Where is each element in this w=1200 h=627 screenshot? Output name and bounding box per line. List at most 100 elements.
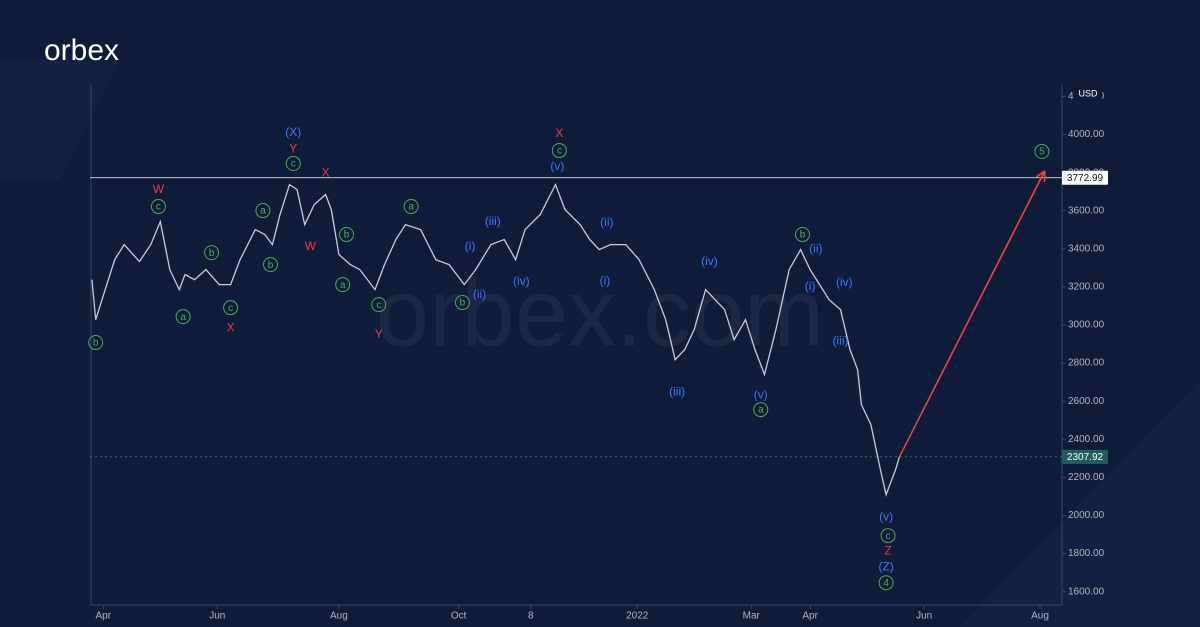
watermark: orbex.com [376, 259, 824, 366]
price-label-box [1062, 170, 1108, 185]
wave-label: c [156, 202, 161, 213]
wave-circle [263, 257, 279, 273]
wave-circle [403, 199, 419, 215]
wave-label: (X) [285, 125, 301, 139]
wave-circle [175, 309, 191, 325]
x-tick-label: Apr [802, 611, 818, 622]
wave-label: b [800, 230, 806, 241]
wave-label: X [227, 320, 235, 334]
logo: orbex [44, 34, 119, 67]
price-label: 2307.92 [1067, 452, 1104, 463]
x-tick-label: Aug [1031, 611, 1049, 622]
wave-circle [371, 297, 387, 313]
y-tick-label: 3000.00 [1068, 320, 1105, 331]
wave-label: (Z) [878, 559, 893, 573]
wave-label: b [268, 260, 274, 271]
wave-label: b [93, 338, 99, 349]
wave-label: (i) [465, 239, 476, 253]
wave-label: b [460, 298, 466, 309]
y-tick-label: 2600.00 [1068, 396, 1105, 407]
wave-label: a [260, 206, 266, 217]
wave-circle [753, 402, 769, 418]
x-tick-label: Jun [209, 611, 225, 622]
wave-label: 4 [883, 578, 889, 589]
wave-label: W [153, 182, 165, 196]
wave-circle [795, 227, 811, 243]
wave-label: (iii) [833, 333, 849, 347]
wave-circle [150, 199, 166, 215]
wave-label: Y [289, 141, 297, 155]
x-tick-label: Aug [330, 611, 348, 622]
x-tick-label: Oct [451, 611, 467, 622]
wave-label: c [228, 303, 233, 314]
wave-label: (ii) [809, 241, 822, 255]
wave-circle [454, 295, 470, 311]
wave-label: (iv) [513, 274, 530, 288]
wave-circle [204, 245, 220, 261]
wave-circle [880, 528, 896, 544]
x-tick-label: 8 [528, 611, 534, 622]
wave-label: (ii) [473, 287, 486, 301]
unit-box [1074, 87, 1102, 101]
wave-label: (v) [754, 387, 768, 401]
wave-label: Z [884, 543, 891, 557]
decoration [0, 60, 120, 180]
x-tick-label: Mar [743, 611, 761, 622]
wave-label: a [340, 280, 346, 291]
wave-label: X [555, 126, 563, 140]
projection-arrow [898, 173, 1043, 458]
y-tick-label: 1800.00 [1068, 548, 1105, 559]
wave-label: (iv) [836, 275, 853, 289]
wave-label: c [291, 159, 296, 170]
price-label-box [1062, 449, 1108, 464]
decoration [960, 380, 1200, 627]
wave-label: a [408, 202, 414, 213]
wave-label: (i) [600, 273, 611, 287]
x-tick-label: Jun [916, 611, 932, 622]
wave-circle [285, 155, 301, 171]
y-tick-label: 3200.00 [1068, 282, 1105, 293]
wave-label: (i) [805, 279, 816, 293]
wave-circle [551, 143, 567, 159]
wave-label: (ii) [600, 215, 613, 229]
y-tick-label: 2200.00 [1068, 472, 1105, 483]
price-label: 3772.99 [1067, 173, 1104, 184]
y-tick-label: 3400.00 [1068, 243, 1105, 254]
wave-label: a [180, 312, 186, 323]
price-line [91, 182, 901, 497]
wave-label: c [557, 146, 562, 157]
wave-circle [878, 575, 894, 591]
y-tick-label: 4000.00 [1068, 129, 1105, 140]
wave-label: W [305, 239, 317, 253]
wave-label: c [376, 300, 381, 311]
x-tick-label: 2022 [626, 611, 649, 622]
wave-circle [88, 335, 104, 351]
wave-circle [223, 300, 239, 316]
wave-label: (v) [879, 509, 893, 523]
wave-circle [255, 203, 271, 219]
wave-label: a [758, 405, 764, 416]
plot: 1600.00 1800.00 2000.00 2200.00 2400.00 2600.… [88, 87, 1108, 622]
y-tick-label: 2400.00 [1068, 434, 1105, 445]
wave-label: (iii) [485, 214, 501, 228]
wave-label: b [344, 230, 350, 241]
x-tick-label: Apr [96, 611, 112, 622]
unit-label: USD [1078, 88, 1098, 98]
y-tick-label: 1600.00 [1068, 586, 1105, 597]
wave-label: (iii) [669, 384, 685, 398]
wave-label: (iv) [701, 254, 718, 268]
wave-label: 5 [1039, 147, 1045, 158]
wave-label: Y [375, 327, 383, 341]
wave-label: b [209, 248, 215, 259]
wave-circle [339, 227, 355, 243]
wave-label: (v) [550, 159, 564, 173]
y-tick-label: 2000.00 [1068, 510, 1105, 521]
wave-circle [1034, 143, 1050, 159]
y-tick-label: 2800.00 [1068, 358, 1105, 369]
wave-circle [335, 277, 351, 293]
wave-label: c [886, 531, 891, 542]
y-tick-label: 3600.00 [1068, 205, 1105, 216]
wave-label: X [322, 165, 330, 179]
